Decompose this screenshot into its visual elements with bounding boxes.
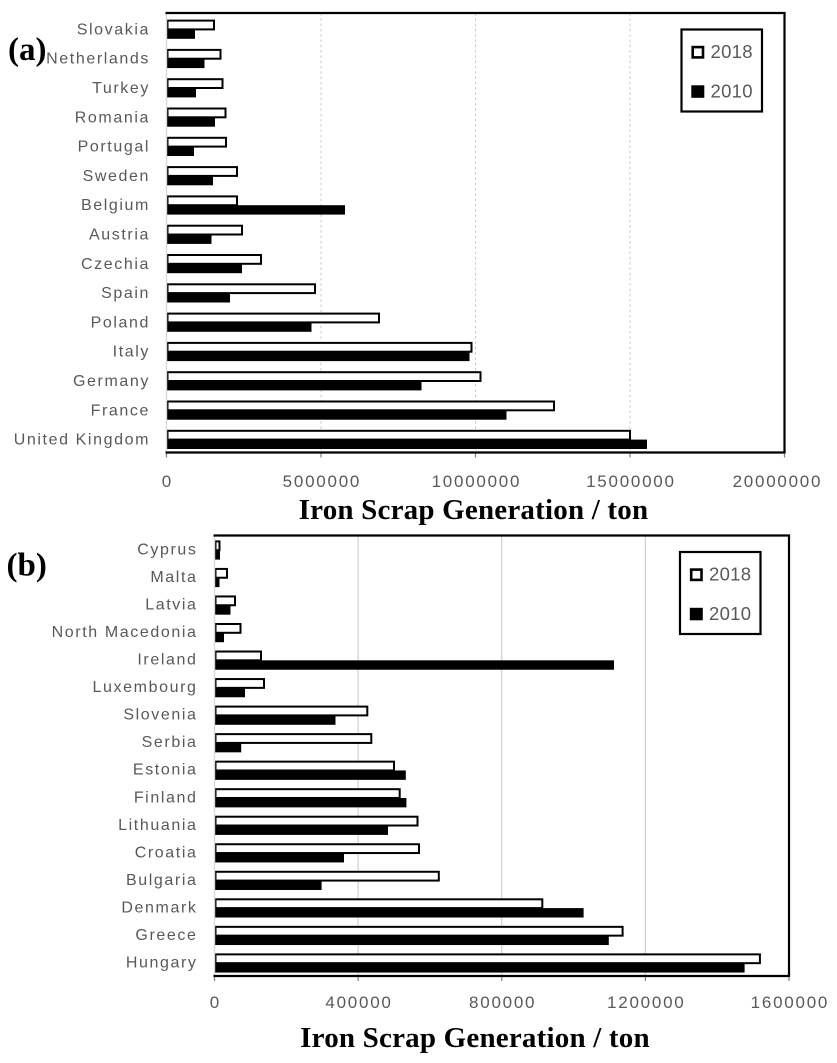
svg-text:2010: 2010 [709, 603, 751, 624]
svg-text:5000000: 5000000 [283, 472, 361, 491]
svg-text:Netherlands: Netherlands [46, 51, 150, 68]
svg-text:400000: 400000 [325, 993, 392, 1012]
svg-text:North Macedonia: North Macedonia [52, 624, 198, 641]
svg-text:0: 0 [210, 993, 221, 1012]
svg-text:20000000: 20000000 [733, 472, 823, 491]
svg-text:1200000: 1200000 [607, 993, 685, 1012]
svg-text:Slovenia: Slovenia [123, 707, 197, 724]
svg-text:(a): (a) [8, 32, 46, 68]
svg-text:2018: 2018 [709, 563, 751, 584]
svg-text:Malta: Malta [150, 569, 197, 586]
svg-text:France: France [91, 402, 150, 419]
svg-text:Croatia: Croatia [135, 844, 198, 861]
svg-text:Turkey: Turkey [92, 80, 150, 97]
svg-text:Lithuania: Lithuania [118, 817, 197, 834]
svg-text:Cyprus: Cyprus [137, 541, 197, 558]
svg-text:Serbia: Serbia [142, 734, 198, 751]
svg-text:Bulgaria: Bulgaria [126, 872, 198, 889]
svg-text:0: 0 [162, 472, 173, 491]
svg-text:Romania: Romania [75, 109, 150, 126]
svg-text:10000000: 10000000 [432, 472, 522, 491]
svg-text:Hungary: Hungary [126, 954, 198, 971]
svg-text:Denmark: Denmark [121, 899, 197, 916]
svg-text:Greece: Greece [135, 927, 197, 944]
svg-text:Austria: Austria [89, 226, 150, 243]
svg-text:Poland: Poland [91, 314, 150, 331]
svg-text:Iron Scrap Generation / ton: Iron Scrap Generation / ton [300, 1022, 650, 1054]
svg-text:800000: 800000 [469, 993, 536, 1012]
svg-text:Belgium: Belgium [81, 197, 150, 214]
svg-text:Luxembourg: Luxembourg [93, 679, 198, 696]
svg-text:Spain: Spain [101, 285, 150, 302]
svg-text:1600000: 1600000 [751, 993, 829, 1012]
svg-text:Latvia: Latvia [145, 597, 197, 614]
svg-text:2010: 2010 [711, 81, 753, 102]
svg-text:Portugal: Portugal [78, 139, 150, 156]
svg-text:Sweden: Sweden [83, 168, 150, 185]
svg-text:Finland: Finland [134, 789, 198, 806]
svg-text:Ireland: Ireland [137, 652, 197, 669]
svg-text:2018: 2018 [711, 41, 753, 62]
svg-text:Iron Scrap Generation / ton: Iron Scrap Generation / ton [299, 494, 649, 526]
svg-text:15000000: 15000000 [586, 472, 676, 491]
svg-text:(b): (b) [7, 548, 47, 584]
svg-text:Estonia: Estonia [133, 762, 198, 779]
svg-text:Italy: Italy [113, 344, 150, 361]
svg-text:United Kingdom: United Kingdom [14, 432, 150, 449]
svg-text:Germany: Germany [73, 373, 150, 390]
svg-text:Slovakia: Slovakia [77, 21, 150, 38]
svg-text:Czechia: Czechia [81, 256, 150, 273]
